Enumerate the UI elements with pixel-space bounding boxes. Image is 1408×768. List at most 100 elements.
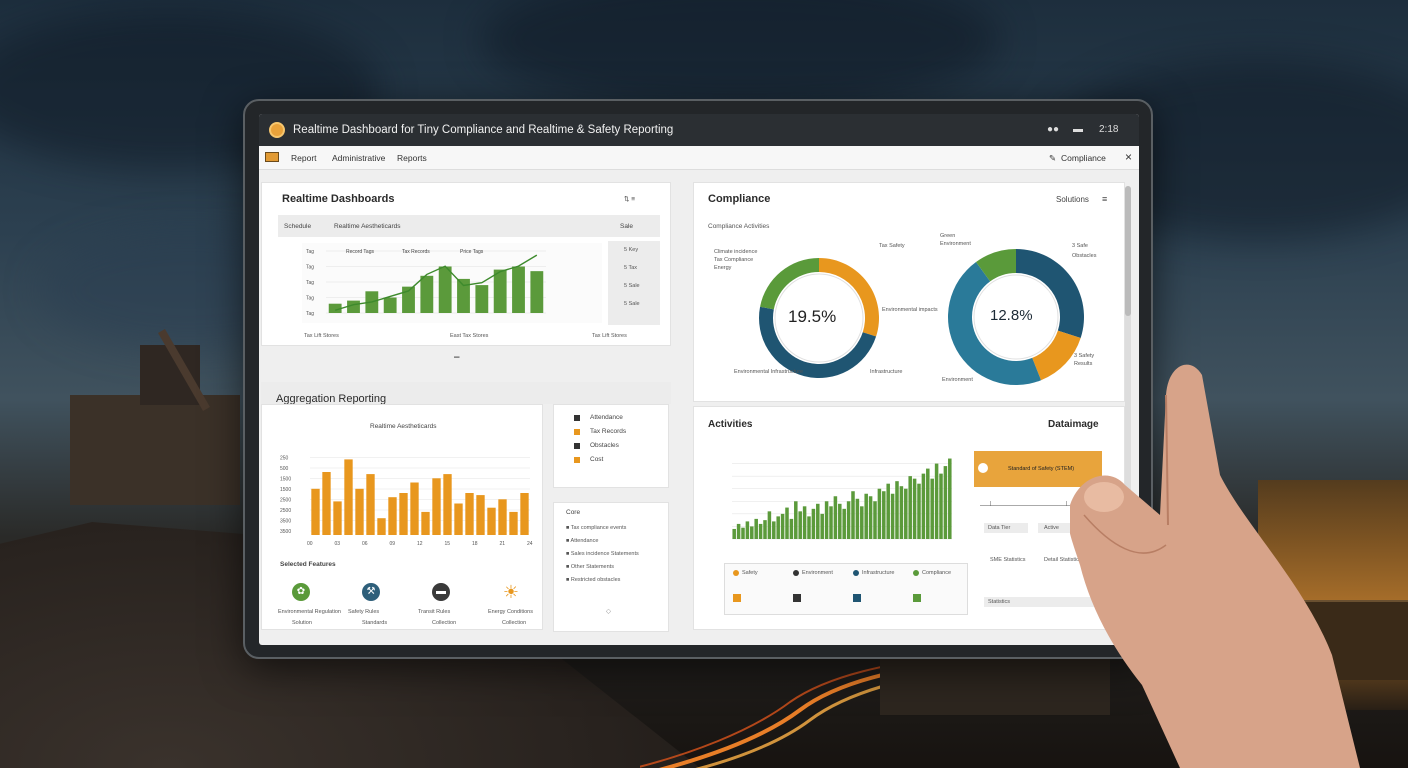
hammer-icon[interactable]: ⚒	[362, 583, 380, 601]
bar	[333, 501, 342, 535]
legend-label[interactable]: Safety	[742, 570, 758, 576]
app-screen: Realtime Dashboard for Tiny Compliance a…	[259, 114, 1139, 645]
sun-icon[interactable]: ☀	[502, 582, 520, 602]
scrollbar[interactable]	[1125, 186, 1131, 556]
bar	[811, 508, 816, 539]
link-icon[interactable]: ●●	[1047, 124, 1060, 135]
bar	[366, 474, 375, 535]
callout-text: Standard of Safety (STEM)	[1008, 466, 1075, 472]
truck-icon[interactable]: ▬	[432, 583, 450, 601]
notes-bar	[984, 597, 1096, 607]
pie-slice	[819, 258, 879, 337]
legend-label[interactable]: Tax Records	[590, 428, 627, 435]
y-tick-label: 250	[280, 456, 289, 462]
activity-note-1: SME Statistics	[990, 557, 1026, 563]
notes-item: ■ Restricted obstacles	[566, 577, 621, 583]
bar	[877, 488, 882, 539]
bar	[487, 507, 496, 535]
bar	[438, 266, 452, 313]
y-tick-label: 3500	[280, 529, 291, 535]
donut1-label-7: Infrastructure	[870, 369, 903, 375]
callout-icon	[978, 463, 988, 473]
donut2-label-5: 3 Safety	[1074, 353, 1095, 359]
activities-chart	[732, 458, 952, 540]
legend-checkbox[interactable]	[913, 594, 921, 602]
side-item-4[interactable]: 5 Sale	[624, 301, 640, 307]
donut2-label-4: Obstacles	[1072, 253, 1097, 259]
bar	[807, 516, 811, 539]
aggregation-header	[261, 382, 671, 404]
menu-item-administrative[interactable]: Administrative	[332, 153, 386, 163]
aggregation-chart-title: Realtime Aestheticards	[370, 423, 437, 430]
solutions-label[interactable]: Solutions	[1056, 195, 1089, 204]
cloud-icon[interactable]: ▬	[1073, 124, 1083, 135]
filter-icon[interactable]: ⇅ ≡	[624, 196, 636, 203]
pie-slice	[948, 261, 1042, 385]
close-icon[interactable]: ×	[1125, 150, 1133, 164]
feature-label: Energy Conditions	[488, 609, 533, 615]
pie-slice	[1016, 249, 1084, 339]
menu-item-report[interactable]: Report	[291, 153, 317, 163]
slider-track[interactable]	[980, 505, 1092, 506]
side-item-3[interactable]: 5 Sale	[624, 283, 640, 289]
bar	[402, 286, 415, 313]
bar	[882, 491, 886, 539]
annotation-label: Record Tags	[346, 249, 374, 255]
diamond-icon[interactable]: ◇	[606, 608, 611, 615]
legend-checkbox[interactable]	[733, 594, 741, 602]
bar	[930, 478, 934, 539]
legend-label[interactable]: Attendance	[590, 414, 623, 421]
aggregation-legend-panel: Attendance Tax Records Obstacles Cost	[553, 404, 669, 488]
bar	[948, 458, 952, 539]
bar	[846, 501, 851, 539]
compliance-panel: Compliance Solutions ≡ Compliance Activi…	[693, 182, 1125, 402]
realtime-title: Realtime Dashboards	[282, 193, 395, 205]
bar	[763, 520, 767, 539]
legend-label[interactable]: Environment	[802, 570, 833, 576]
legend-label[interactable]: Compliance	[922, 570, 952, 576]
bar	[745, 521, 750, 539]
legend-label[interactable]: Infrastructure	[862, 570, 895, 576]
legend-label[interactable]: Cost	[590, 456, 604, 463]
x-tick-label: 00	[307, 541, 313, 545]
toolbar-schedule[interactable]: Schedule	[284, 223, 312, 230]
bar	[736, 523, 741, 539]
feature-label: Environmental Regulation	[278, 609, 341, 615]
side-item-2[interactable]: 5 Tax	[624, 265, 638, 271]
toolbar-sale[interactable]: Sale	[620, 223, 634, 230]
slider-handle-2[interactable]: |	[1066, 501, 1068, 507]
donut-inner-ring	[774, 273, 864, 363]
donut2-label-3: 3 Safe	[1072, 243, 1088, 249]
menu-icon[interactable]: ≡	[1102, 194, 1108, 204]
toolbar-title: Realtime Aestheticards	[334, 223, 401, 230]
legend-checkbox[interactable]	[793, 594, 801, 602]
y-tick-label: 3500	[280, 519, 291, 525]
menu-edit-icon[interactable]: ✎	[1049, 153, 1057, 163]
pie-slice	[1032, 330, 1081, 381]
legend-label[interactable]: Obstacles	[590, 442, 619, 449]
scrollbar-thumb[interactable]	[1125, 186, 1131, 316]
annotation-label: Tax Records	[402, 249, 430, 255]
feature-sublabel: Standards	[362, 620, 388, 626]
bar	[758, 523, 763, 539]
bar	[789, 518, 794, 539]
slider-handle-1[interactable]: |	[990, 501, 992, 507]
legend-checkbox[interactable]	[853, 594, 861, 602]
aggregation-chart: 3500 3500 2500 2500 1500 1500 500 250 00 03 06 09 12…	[280, 456, 533, 546]
x-tick-label: 24	[527, 541, 533, 545]
compliance-subtitle: Compliance Activities	[708, 223, 770, 230]
leaf-icon[interactable]: ✿	[292, 583, 310, 601]
bar	[512, 266, 525, 313]
activities-legend: Safety Environment Infrastructure Complianc…	[724, 563, 968, 615]
bar	[530, 271, 544, 313]
callout-banner[interactable]: Standard of Safety (STEM)	[974, 451, 1102, 487]
panel-divider-handle[interactable]: ▬	[454, 354, 460, 360]
y-tick-label: Tag	[306, 311, 314, 317]
menu-item-reports[interactable]: Reports	[397, 153, 427, 163]
menu-right-label[interactable]: Compliance	[1061, 153, 1106, 163]
side-item-1[interactable]: 5 Key	[624, 247, 639, 253]
clock-label: 2:18	[1099, 124, 1119, 135]
compliance-title: Compliance	[708, 193, 771, 205]
trend-line	[334, 254, 538, 311]
bar	[820, 513, 824, 539]
